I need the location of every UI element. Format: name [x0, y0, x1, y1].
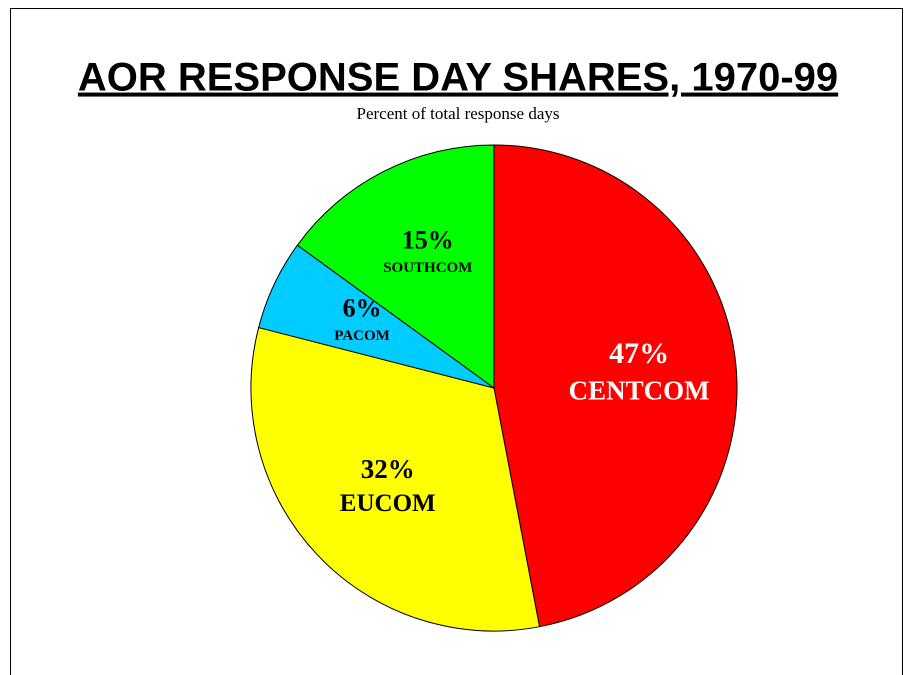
value-label: 15%: [402, 225, 454, 254]
value-label: 47%: [609, 337, 669, 370]
category-label: CENTCOM: [569, 375, 710, 405]
pie-slice: [296, 144, 495, 389]
frame: [10, 8, 903, 675]
chart-subtitle: Percent of total response days: [357, 104, 560, 123]
pie-slice: [250, 326, 541, 632]
pie-slice: [493, 144, 738, 628]
category-label: SOUTHCOM: [383, 260, 472, 276]
chart-title: AOR RESPONSE DAY SHARES, 1970-99: [78, 56, 838, 100]
category-label: EUCOM: [340, 490, 436, 517]
value-label: 32%: [361, 454, 415, 484]
category-label: PACOM: [334, 328, 390, 344]
